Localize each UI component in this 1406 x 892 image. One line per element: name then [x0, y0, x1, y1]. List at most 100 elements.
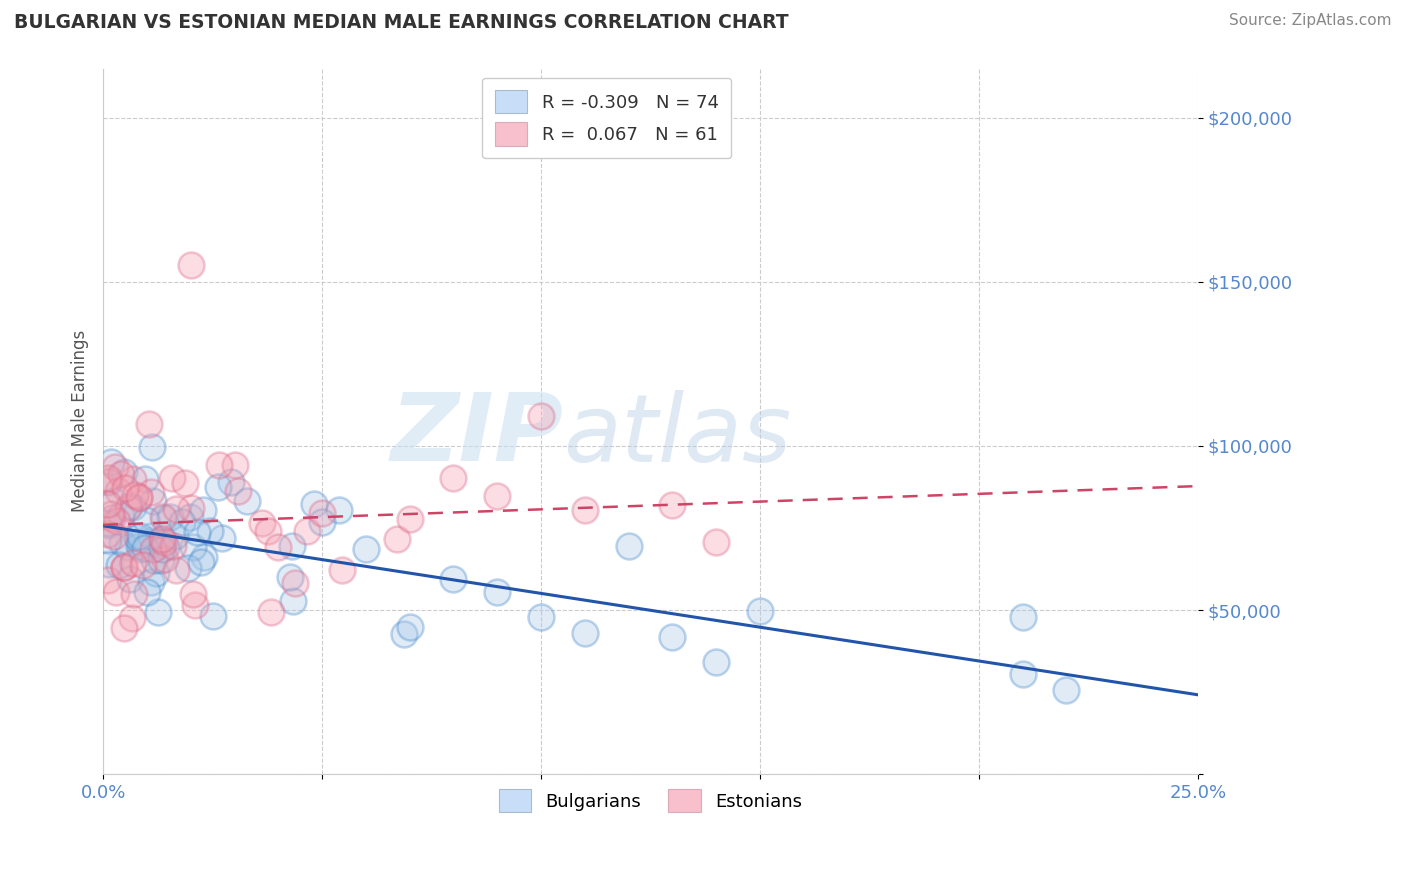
- Point: [96, 574, 118, 588]
- Point: [98, 518, 121, 533]
- Point: [180, 259, 202, 273]
- Point: [302, 497, 325, 511]
- Point: [153, 535, 176, 549]
- Point: [201, 609, 224, 624]
- Point: [96, 474, 118, 488]
- Point: [97, 557, 120, 571]
- Point: [1054, 682, 1077, 697]
- Point: [96, 533, 118, 547]
- Point: [530, 409, 553, 423]
- Point: [574, 626, 596, 640]
- Point: [193, 549, 215, 564]
- Point: [1011, 667, 1033, 681]
- Point: [1011, 609, 1033, 624]
- Point: [190, 555, 212, 569]
- Point: [398, 620, 420, 634]
- Point: [128, 490, 150, 504]
- Point: [153, 551, 176, 566]
- Point: [103, 529, 125, 543]
- Point: [155, 540, 177, 554]
- Point: [284, 575, 307, 590]
- Text: Source: ZipAtlas.com: Source: ZipAtlas.com: [1229, 13, 1392, 29]
- Point: [107, 484, 129, 499]
- Point: [267, 540, 290, 554]
- Point: [661, 498, 683, 512]
- Point: [100, 511, 122, 525]
- Point: [105, 585, 128, 599]
- Point: [179, 509, 201, 524]
- Point: [145, 566, 167, 581]
- Text: BULGARIAN VS ESTONIAN MEDIAN MALE EARNINGS CORRELATION CHART: BULGARIAN VS ESTONIAN MEDIAN MALE EARNIN…: [14, 13, 789, 32]
- Point: [131, 558, 153, 573]
- Point: [159, 510, 181, 524]
- Point: [224, 458, 246, 473]
- Point: [139, 575, 162, 590]
- Point: [114, 560, 136, 574]
- Point: [122, 556, 145, 570]
- Point: [121, 500, 143, 514]
- Point: [235, 493, 257, 508]
- Y-axis label: Median Male Earnings: Median Male Earnings: [72, 330, 89, 512]
- Point: [103, 494, 125, 508]
- Point: [150, 553, 173, 567]
- Point: [328, 503, 350, 517]
- Point: [150, 541, 173, 556]
- Point: [165, 501, 187, 516]
- Point: [127, 530, 149, 544]
- Point: [100, 507, 122, 521]
- Point: [207, 480, 229, 494]
- Point: [617, 539, 640, 553]
- Point: [172, 515, 194, 529]
- Point: [180, 500, 202, 515]
- Point: [128, 529, 150, 543]
- Point: [128, 534, 150, 549]
- Point: [104, 460, 127, 475]
- Point: [278, 570, 301, 584]
- Point: [138, 417, 160, 431]
- Point: [136, 585, 159, 599]
- Point: [176, 561, 198, 575]
- Point: [150, 538, 173, 552]
- Point: [114, 481, 136, 495]
- Point: [97, 527, 120, 541]
- Point: [112, 621, 135, 635]
- Point: [124, 488, 146, 502]
- Point: [228, 484, 250, 499]
- Point: [281, 593, 304, 607]
- Point: [153, 511, 176, 525]
- Point: [748, 604, 770, 618]
- Point: [260, 605, 283, 619]
- Point: [98, 475, 121, 489]
- Point: [96, 471, 118, 485]
- Point: [129, 542, 152, 557]
- Point: [112, 559, 135, 574]
- Point: [281, 539, 304, 553]
- Point: [138, 533, 160, 548]
- Point: [181, 586, 204, 600]
- Point: [108, 558, 131, 572]
- Point: [141, 485, 163, 500]
- Point: [162, 539, 184, 553]
- Point: [128, 491, 150, 506]
- Point: [112, 465, 135, 479]
- Point: [183, 599, 205, 613]
- Point: [166, 563, 188, 577]
- Point: [110, 467, 132, 481]
- Point: [574, 503, 596, 517]
- Text: ZIP: ZIP: [389, 390, 562, 482]
- Point: [193, 503, 215, 517]
- Point: [165, 528, 187, 542]
- Point: [105, 515, 128, 529]
- Point: [134, 541, 156, 556]
- Point: [441, 572, 464, 586]
- Point: [311, 506, 333, 520]
- Point: [441, 471, 464, 485]
- Point: [208, 458, 231, 472]
- Point: [186, 524, 208, 539]
- Point: [257, 524, 280, 538]
- Point: [146, 605, 169, 619]
- Point: [486, 585, 509, 599]
- Point: [661, 630, 683, 644]
- Point: [211, 531, 233, 545]
- Point: [134, 472, 156, 486]
